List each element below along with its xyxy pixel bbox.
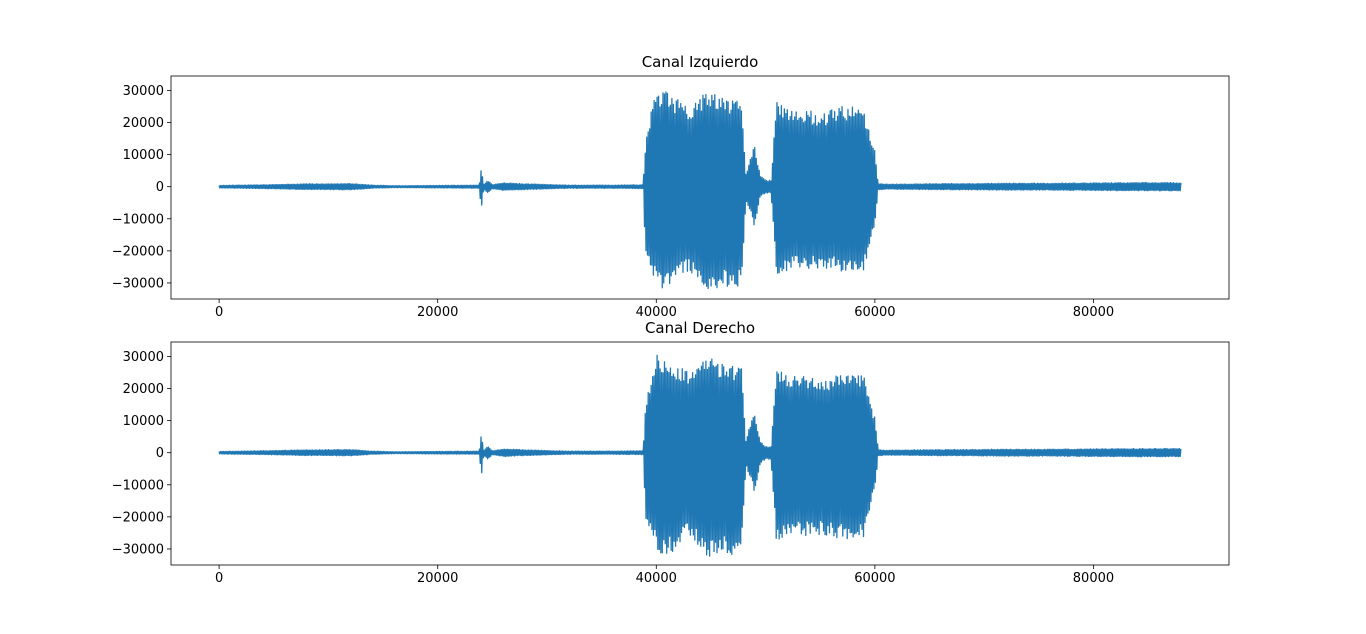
- y-tick-label: 10000: [123, 148, 164, 163]
- y-tick-label: 20000: [123, 116, 164, 131]
- y-tick-label: 10000: [123, 414, 164, 429]
- y-tick-label: −10000: [112, 212, 164, 227]
- y-tick-label: −10000: [112, 478, 164, 493]
- series-line: [218, 91, 1182, 290]
- y-tick-label: 30000: [123, 84, 164, 99]
- chart-title: Canal Derecho: [645, 319, 755, 337]
- y-tick-label: −20000: [112, 510, 164, 525]
- x-tick-label: 0: [215, 571, 223, 586]
- x-tick-label: 0: [215, 305, 223, 320]
- x-tick-label: 20000: [417, 305, 458, 320]
- x-tick-label: 40000: [636, 571, 677, 586]
- y-tick-label: 20000: [123, 382, 164, 397]
- x-tick-label: 80000: [1073, 571, 1114, 586]
- chart-title: Canal Izquierdo: [642, 53, 759, 71]
- y-tick-label: −20000: [112, 244, 164, 259]
- y-tick-label: −30000: [112, 276, 164, 291]
- x-tick-label: 60000: [854, 571, 895, 586]
- x-tick-label: 20000: [417, 571, 458, 586]
- axes-frame: [170, 341, 1230, 566]
- y-tick-label: 0: [156, 180, 164, 195]
- subplot-1: 0 20000 40000 60000 80000 −30000 −20000 −10000 0…: [112, 53, 1230, 320]
- series-line: [218, 354, 1182, 557]
- y-tick-label: 0: [156, 446, 164, 461]
- x-tick-label: 80000: [1073, 305, 1114, 320]
- subplot-2: 0 20000 40000 60000 80000 −30000 −20000 −10000 0…: [112, 319, 1230, 586]
- y-tick-label: 30000: [123, 350, 164, 365]
- x-tick-label: 40000: [636, 305, 677, 320]
- axes-frame: [170, 75, 1230, 300]
- x-tick-label: 60000: [854, 305, 895, 320]
- y-tick-label: −30000: [112, 542, 164, 557]
